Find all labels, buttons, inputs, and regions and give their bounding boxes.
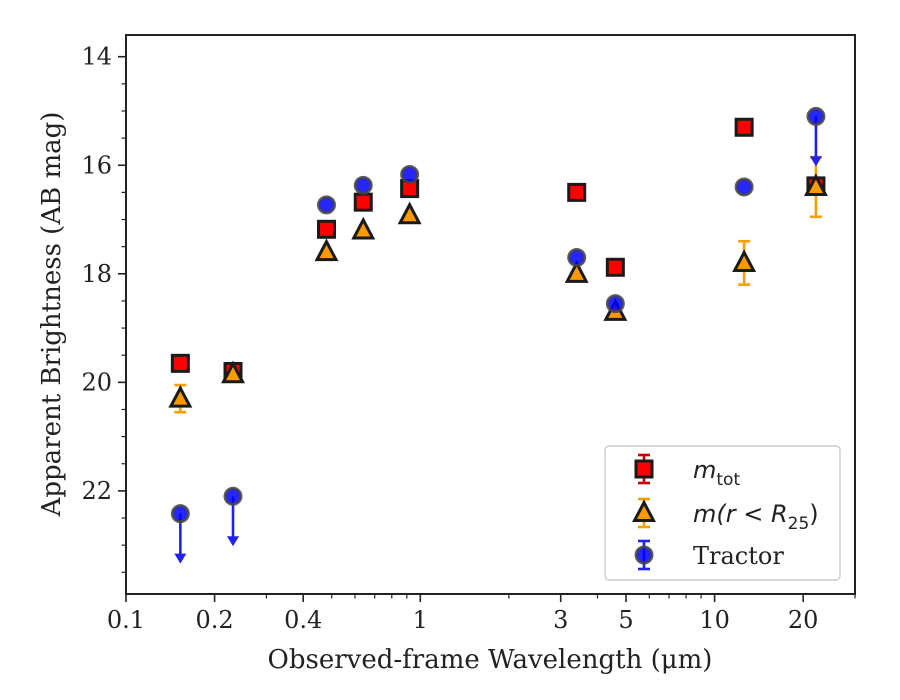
- triangle-marker: [168, 384, 193, 408]
- data-point: [397, 201, 422, 225]
- data-point: [806, 106, 826, 126]
- triangle-marker: [397, 201, 422, 225]
- data-point: [170, 353, 190, 373]
- legend-marker: [634, 459, 654, 479]
- data-point: [605, 257, 625, 277]
- y-tick-label: 18: [81, 260, 112, 288]
- data-point: [732, 249, 757, 273]
- arrow-head: [809, 156, 822, 167]
- square-marker: [605, 257, 625, 277]
- legend: mtot m(r < R25) Tractor: [604, 445, 841, 581]
- triangle-marker: [351, 216, 376, 240]
- legend-label: Tractor: [693, 542, 784, 570]
- data-point: [314, 238, 339, 262]
- circle-marker: [734, 177, 754, 197]
- square-marker: [170, 353, 190, 373]
- x-tick-label: 0.1: [107, 606, 145, 634]
- y-tick-label: 14: [81, 43, 112, 71]
- square-marker: [734, 117, 754, 137]
- circle-marker: [353, 175, 373, 195]
- triangle-marker: [632, 499, 656, 523]
- data-point: [605, 294, 625, 314]
- circle-marker: [223, 486, 243, 506]
- square-marker: [353, 192, 373, 212]
- circle-marker: [170, 504, 190, 524]
- square-marker: [567, 182, 587, 202]
- legend-label: m(r < R25): [693, 500, 819, 534]
- data-point: [351, 216, 376, 240]
- triangle-marker: [732, 249, 757, 273]
- arrow-head: [227, 536, 240, 547]
- plot-layer: [168, 106, 828, 564]
- ticks-layer: 0.1 0.2 0.4 1 3 5 10 20 14 16 18 20 22: [81, 43, 856, 634]
- square-marker: [316, 219, 336, 239]
- data-point: [353, 175, 373, 195]
- circle-marker: [806, 106, 826, 126]
- circle-marker: [567, 248, 587, 268]
- y-tick-label: 22: [81, 477, 112, 505]
- data-point: [734, 177, 754, 197]
- triangle-marker: [803, 173, 828, 197]
- data-point: [567, 182, 587, 202]
- triangle-marker: [564, 260, 589, 283]
- circle-marker: [634, 545, 654, 565]
- triangle-marker: [221, 360, 245, 384]
- data-point: [221, 360, 245, 384]
- data-point: [567, 248, 587, 268]
- x-tick-label: 10: [699, 606, 730, 634]
- series-circle: [170, 106, 826, 564]
- plot-frame: [125, 34, 856, 595]
- x-tick-label: 20: [788, 606, 819, 634]
- square-marker: [634, 459, 654, 479]
- triangle-marker: [314, 238, 339, 262]
- y-axis-title: Apparent Brightness (AB mag): [37, 112, 67, 518]
- circle-marker: [316, 195, 336, 215]
- data-point: [170, 504, 190, 524]
- series-triangle: [168, 155, 828, 414]
- x-tick-label: 3: [553, 606, 568, 634]
- data-point: [168, 384, 193, 408]
- data-point: [353, 192, 373, 212]
- y-tick-label: 16: [81, 151, 112, 179]
- data-point: [223, 486, 243, 506]
- legend-marker: [634, 545, 654, 565]
- x-tick-label: 0.4: [284, 606, 322, 634]
- circle-marker: [605, 294, 625, 314]
- data-point: [734, 117, 754, 137]
- data-point: [316, 195, 336, 215]
- data-point: [564, 260, 589, 283]
- legend-marker: [632, 499, 656, 523]
- arrow-head: [174, 553, 187, 564]
- legend-box: [604, 445, 841, 581]
- data-point: [400, 164, 420, 184]
- x-axis-title: Observed-frame Wavelength (μm): [268, 645, 713, 675]
- data-point: [803, 173, 828, 197]
- legend-label: mtot: [693, 456, 740, 490]
- x-tick-label: 0.2: [196, 606, 234, 634]
- series-square: [170, 117, 826, 381]
- data-point: [316, 219, 336, 239]
- x-tick-label: 1: [413, 606, 428, 634]
- x-tick-label: 5: [618, 606, 633, 634]
- y-tick-label: 20: [81, 368, 112, 396]
- circle-marker: [400, 164, 420, 184]
